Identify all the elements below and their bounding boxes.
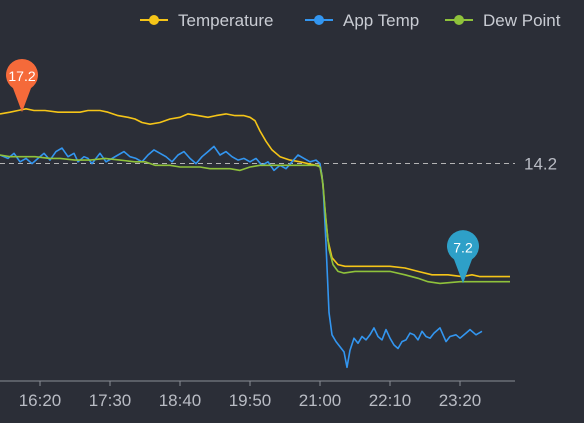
legend-symbol: [454, 15, 464, 25]
series-line-app-temp: [0, 145, 483, 369]
marker-group: 17.2 7.2: [5, 58, 479, 284]
legend-item: Dew Point: [445, 11, 561, 30]
x-tick-label: 22:10: [369, 391, 412, 410]
legend-label: Dew Point: [483, 11, 561, 30]
average-line-label: 14.2: [524, 155, 557, 174]
marker-pin-shape: [5, 58, 38, 113]
marker-pin-shape: [447, 230, 479, 284]
legend-symbol: [314, 15, 324, 25]
series-line-temperature: [0, 108, 510, 278]
x-tick-label: 23:20: [439, 391, 482, 410]
x-tick-label: 18:40: [159, 391, 202, 410]
x-tick-label: 16:20: [19, 391, 62, 410]
x-tick-label: 21:00: [299, 391, 342, 410]
series-line-dew-point: [0, 154, 510, 285]
marker-pin-min: 7.2: [447, 230, 479, 284]
marker-pin-label: 17.2: [8, 68, 35, 84]
average-line-group: 14.2: [0, 155, 557, 174]
legend-label: Temperature: [178, 11, 273, 30]
marker-pin-max: 17.2: [5, 58, 38, 113]
legend: Temperature App Temp Dew Point: [140, 11, 561, 30]
x-tick-label: 17:30: [89, 391, 132, 410]
legend-item: App Temp: [305, 11, 419, 30]
series-group: [0, 108, 510, 369]
x-tick-label: 19:50: [229, 391, 272, 410]
legend-item: Temperature: [140, 11, 273, 30]
marker-pin-label: 7.2: [453, 239, 473, 255]
legend-symbol: [149, 15, 159, 25]
legend-label: App Temp: [343, 11, 419, 30]
